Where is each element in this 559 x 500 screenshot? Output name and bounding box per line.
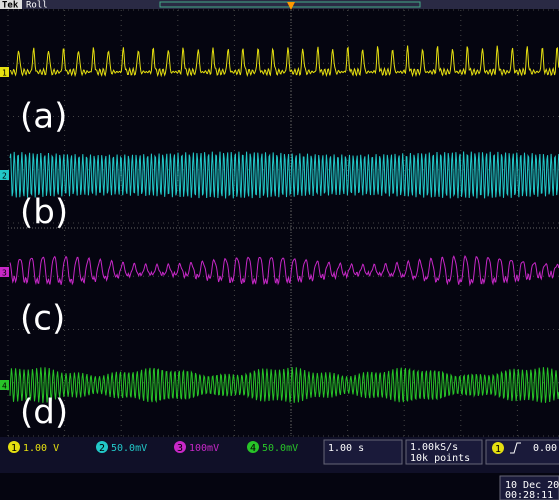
record-length: 10k points [410, 453, 470, 464]
channel-number: 1 [11, 443, 17, 454]
channel-scale: 100mV [189, 443, 219, 454]
channel-marker-number: 1 [2, 69, 7, 78]
trigger-level: 0.00 V [533, 443, 559, 454]
channel-scale: 50.0mV [111, 443, 147, 454]
channel-number: 3 [177, 443, 183, 454]
timebase: 1.00 s [328, 443, 364, 454]
trigger-channel: 1 [495, 444, 501, 455]
brand: Tek [2, 1, 19, 11]
channel-number: 2 [99, 443, 105, 454]
channel-number: 4 [250, 443, 256, 454]
trace-label: (c) [20, 299, 65, 339]
channel-scale: 1.00 V [23, 443, 59, 454]
scope-screen: Tek Roll (a) 1 (b) 2 (c) 3 (d) 4 1 1.00 V 2 50.0mV… [0, 0, 559, 500]
mode: Roll [26, 1, 48, 11]
channel-marker-number: 4 [2, 382, 7, 391]
trace-label: (b) [20, 193, 68, 233]
time: 00:28:11 [505, 490, 553, 500]
trace-label: (a) [20, 97, 67, 137]
top-bar [0, 0, 559, 9]
channel-marker-number: 3 [2, 269, 7, 278]
channel-marker-number: 2 [2, 172, 7, 181]
sample-rate: 1.00kS/s [410, 442, 458, 453]
trace-label: (d) [20, 393, 68, 433]
channel-scale: 50.0mV [262, 443, 298, 454]
